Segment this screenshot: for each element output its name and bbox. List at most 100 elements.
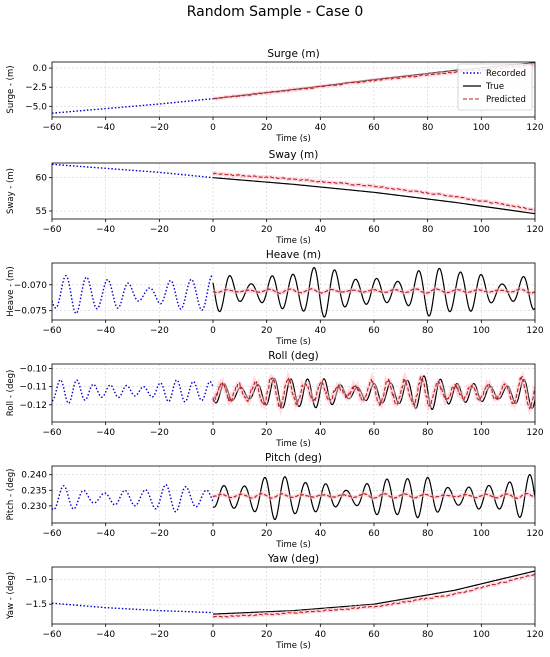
surge-m-ytick-label: −5.0 bbox=[25, 102, 47, 112]
surge-m-xlabel: Time (s) bbox=[275, 134, 311, 144]
heave-m-series-predicted bbox=[212, 288, 535, 295]
heave-m-xtick-label: 20 bbox=[261, 326, 273, 336]
roll-deg-xtick-label: 0 bbox=[210, 428, 216, 438]
sway-m-title: Sway (m) bbox=[269, 149, 319, 161]
pitch-deg-xtick-label: 20 bbox=[261, 529, 273, 539]
roll-deg-xtick-label: −20 bbox=[150, 428, 169, 438]
legend-label-true: True bbox=[485, 82, 504, 92]
sway-m-xlabel: Time (s) bbox=[275, 236, 311, 246]
yaw-deg-xtick-label: −60 bbox=[43, 630, 62, 640]
surge-m-title: Surge (m) bbox=[267, 48, 319, 60]
pitch-deg-series-predicted bbox=[212, 492, 535, 500]
yaw-deg-ylabel: Yaw - (deg) bbox=[6, 572, 16, 620]
heave-m-xtick-label: 40 bbox=[315, 326, 327, 336]
roll-deg-title: Roll (deg) bbox=[268, 350, 318, 362]
yaw-deg-title: Yaw (deg) bbox=[267, 553, 319, 565]
pitch-deg-xtick-label: −60 bbox=[43, 529, 62, 539]
heave-m-xtick-label: −60 bbox=[43, 326, 62, 336]
surge-m-xtick-label: 40 bbox=[315, 123, 327, 133]
yaw-deg-series-true bbox=[212, 570, 535, 615]
roll-deg-xtick-label: 40 bbox=[315, 428, 327, 438]
heave-m-xtick-label: 120 bbox=[526, 326, 543, 336]
yaw-deg-xlabel: Time (s) bbox=[275, 641, 311, 651]
pitch-deg-xtick-label: 120 bbox=[526, 529, 543, 539]
roll-deg-xtick-label: 20 bbox=[261, 428, 273, 438]
pitch-deg-xtick-label: 40 bbox=[315, 529, 327, 539]
surge-m-xtick-label: 60 bbox=[368, 123, 380, 133]
pitch-deg-panel: −60 −40 −20 0 20 40 60 80 100 120 0.240 0.235 0.230 P… bbox=[6, 452, 544, 550]
surge-m-xtick-label: −60 bbox=[43, 123, 62, 133]
heave-m-ylabel: Heave - (m) bbox=[6, 266, 16, 316]
roll-deg-frame bbox=[51, 363, 536, 423]
pitch-deg-xtick-label: −20 bbox=[150, 529, 169, 539]
yaw-deg-xtick-label: 100 bbox=[473, 630, 490, 640]
sway-m-series-true bbox=[212, 177, 535, 215]
roll-deg-panel: −60 −40 −20 0 20 40 60 80 100 120−0.10−0.11−0.12R… bbox=[6, 350, 544, 449]
yaw-deg-xtick-label: 120 bbox=[526, 630, 543, 640]
pitch-deg-ytick-label: 0.235 bbox=[21, 486, 47, 496]
roll-deg-ytick-label: −0.11 bbox=[19, 383, 47, 393]
sway-m-xtick-label: −60 bbox=[43, 225, 62, 235]
roll-deg-plot-area bbox=[52, 370, 535, 416]
pitch-deg-xtick-label: 0 bbox=[210, 529, 216, 539]
sway-m-plot-area bbox=[52, 163, 535, 215]
heave-m-ytick-label: −0.075 bbox=[14, 307, 47, 317]
surge-m-panel: −60 −40 −20 0 20 40 60 80 100 120 0.0 −2.5 −5.0 Surge… bbox=[6, 48, 544, 144]
pitch-deg-ytick-label: 0.240 bbox=[21, 471, 47, 481]
yaw-deg-xtick-label: 40 bbox=[315, 630, 327, 640]
pitch-deg-ylabel: Pitch - (deg) bbox=[6, 469, 16, 521]
surge-m-xtick-label: 0 bbox=[210, 123, 216, 133]
sway-m-xtick-label: 120 bbox=[526, 225, 543, 235]
heave-m-xtick-label: 0 bbox=[210, 326, 216, 336]
roll-deg-ylabel: Roll - (deg) bbox=[6, 370, 16, 417]
roll-deg-ytick-label: −0.10 bbox=[19, 365, 47, 375]
legend-label-recorded: Recorded bbox=[486, 69, 526, 79]
heave-m-xlabel: Time (s) bbox=[275, 337, 311, 347]
roll-deg-xtick-label: 120 bbox=[526, 428, 543, 438]
sway-m-xtick-label: 100 bbox=[473, 225, 490, 235]
sway-m-frame bbox=[51, 162, 536, 220]
heave-m-xtick-label: 80 bbox=[422, 326, 434, 336]
surge-m-ylabel: Surge - (m) bbox=[6, 65, 16, 113]
surge-m-series-predicted bbox=[212, 64, 535, 100]
sway-m-panel: −60 −40 −20 0 20 40 60 80 100 120 60 55 Sway (m) Time… bbox=[6, 149, 544, 246]
sway-m-ylabel: Sway - (m) bbox=[6, 168, 16, 214]
heave-m-frame bbox=[51, 262, 536, 321]
surge-m-frame bbox=[51, 61, 536, 118]
sway-m-series-recorded bbox=[52, 163, 214, 179]
roll-deg-xtick-label: 60 bbox=[368, 428, 380, 438]
sway-m-ytick-label: 55 bbox=[36, 207, 47, 217]
yaw-deg-xtick-label: 60 bbox=[368, 630, 380, 640]
surge-m-xtick-label: 80 bbox=[422, 123, 434, 133]
yaw-deg-series-recorded bbox=[52, 602, 214, 614]
heave-m-xtick-label: −40 bbox=[96, 326, 115, 336]
pitch-deg-xtick-label: 100 bbox=[473, 529, 490, 539]
pitch-deg-xtick-label: 60 bbox=[368, 529, 380, 539]
yaw-deg-ytick-label: −1.0 bbox=[25, 575, 47, 585]
legend: Recorded True Predicted bbox=[457, 63, 533, 111]
surge-m-xtick-label: 120 bbox=[526, 123, 543, 133]
sway-m-ytick-label: 60 bbox=[36, 174, 48, 184]
yaw-deg-xtick-label: 20 bbox=[261, 630, 273, 640]
pitch-deg-series-true bbox=[212, 473, 535, 521]
roll-deg-xtick-label: 80 bbox=[422, 428, 434, 438]
surge-m-xtick-label: 20 bbox=[261, 123, 273, 133]
heave-m-xtick-label: 60 bbox=[368, 326, 380, 336]
heave-m-xtick-label: 100 bbox=[473, 326, 490, 336]
surge-m-ytick-label: −2.5 bbox=[25, 83, 47, 93]
yaw-deg-frame bbox=[51, 566, 536, 625]
pitch-deg-series-recorded bbox=[52, 484, 214, 513]
yaw-deg-ytick-label: −1.5 bbox=[25, 600, 47, 610]
yaw-deg-xtick-label: −20 bbox=[150, 630, 169, 640]
yaw-deg-xtick-label: −40 bbox=[96, 630, 115, 640]
sway-m-xtick-label: 0 bbox=[210, 225, 216, 235]
heave-m-ytick-label: −0.070 bbox=[14, 281, 48, 291]
surge-m-xtick-label: −40 bbox=[96, 123, 115, 133]
roll-deg-series-recorded bbox=[52, 379, 214, 404]
sway-m-series-predicted bbox=[212, 172, 535, 211]
surge-m-xtick-label: 100 bbox=[473, 123, 490, 133]
roll-deg-xlabel: Time (s) bbox=[275, 439, 311, 449]
pitch-deg-xtick-label: 80 bbox=[422, 529, 434, 539]
pitch-deg-xlabel: Time (s) bbox=[275, 540, 311, 550]
